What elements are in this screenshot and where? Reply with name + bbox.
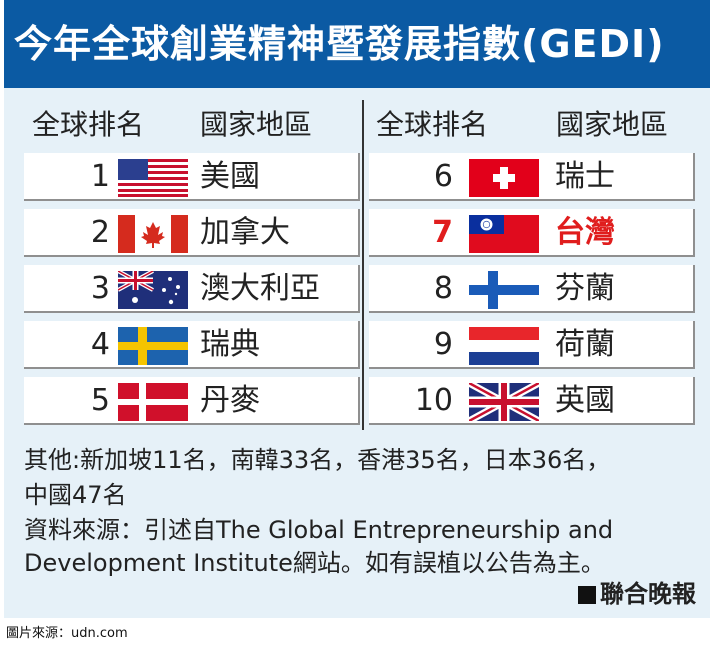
- rank-column-header-left: 全球排名: [32, 108, 145, 141]
- ranking-row: 9 荷蘭: [369, 321, 695, 369]
- country-name: 瑞士: [555, 159, 615, 194]
- rank-number: 1: [90, 159, 110, 194]
- rank-number: 4: [90, 327, 110, 362]
- ranking-row: 8 芬蘭: [369, 265, 695, 313]
- taiwan-flag-icon: [469, 215, 539, 253]
- country-name: 美國: [200, 159, 260, 194]
- country-name: 台灣: [555, 215, 615, 250]
- country-name: 澳大利亞: [200, 271, 320, 306]
- infographic-title: 今年全球創業精神暨發展指數(GEDI): [4, 0, 710, 88]
- country-name: 瑞典: [200, 327, 260, 362]
- rank-number: 3: [90, 271, 110, 306]
- country-column-header-right: 國家地區: [556, 108, 669, 141]
- image-source-credit: 圖片來源：udn.com: [6, 626, 128, 641]
- sweden-flag-icon: [118, 327, 188, 365]
- rank-number: 7: [432, 215, 453, 250]
- column-divider: [362, 100, 364, 430]
- rank-number: 10: [414, 383, 453, 418]
- rank-number: 8: [433, 271, 453, 306]
- denmark-flag-icon: [118, 383, 188, 421]
- rank-number: 9: [433, 327, 453, 362]
- ranking-row: 5 丹麥: [24, 377, 360, 425]
- data-source-note: 資料來源：引述自The Global Entrepreneurship and: [24, 516, 614, 544]
- canada-flag-icon: [118, 215, 188, 253]
- australia-flag-icon: [118, 271, 188, 309]
- netherlands-flag-icon: [469, 327, 539, 365]
- country-name: 英國: [555, 383, 615, 418]
- publisher-name: 聯合晚報: [600, 580, 696, 608]
- rank-number: 6: [433, 159, 453, 194]
- data-source-note-cont: Development Institute網站。如有誤植以公告為主。: [24, 549, 605, 577]
- switzerland-flag-icon: [469, 159, 539, 197]
- other-rankings-note: 其他:新加坡11名，南韓33名，香港35名，日本36名，: [24, 446, 611, 474]
- ranking-row: 1 美國: [24, 153, 360, 201]
- gedi-infographic: 今年全球創業精神暨發展指數(GEDI) 全球排名 國家地區 全球排名 國家地區 …: [4, 0, 710, 618]
- country-column-header-left: 國家地區: [200, 108, 313, 141]
- other-rankings-note-cont: 中國47名: [24, 481, 127, 509]
- rank-number: 2: [90, 215, 110, 250]
- ranking-row: 2 加拿大: [24, 209, 360, 257]
- ranking-row: 6 瑞士: [369, 153, 695, 201]
- publisher-credit: 聯合晚報: [578, 574, 696, 609]
- finland-flag-icon: [469, 271, 539, 309]
- ranking-row-highlighted: 7 台灣: [369, 209, 695, 257]
- rank-number: 5: [90, 383, 110, 418]
- country-name: 丹麥: [200, 383, 260, 418]
- square-bullet-icon: [578, 586, 596, 604]
- usa-flag-icon: [118, 159, 188, 197]
- rank-column-header-right: 全球排名: [376, 108, 489, 141]
- country-name: 加拿大: [200, 215, 290, 250]
- country-name: 芬蘭: [555, 271, 615, 306]
- ranking-row: 4 瑞典: [24, 321, 360, 369]
- uk-flag-icon: [469, 383, 539, 421]
- ranking-row: 3 澳大利亞: [24, 265, 360, 313]
- country-name: 荷蘭: [555, 327, 615, 362]
- ranking-row: 10 英國: [369, 377, 695, 425]
